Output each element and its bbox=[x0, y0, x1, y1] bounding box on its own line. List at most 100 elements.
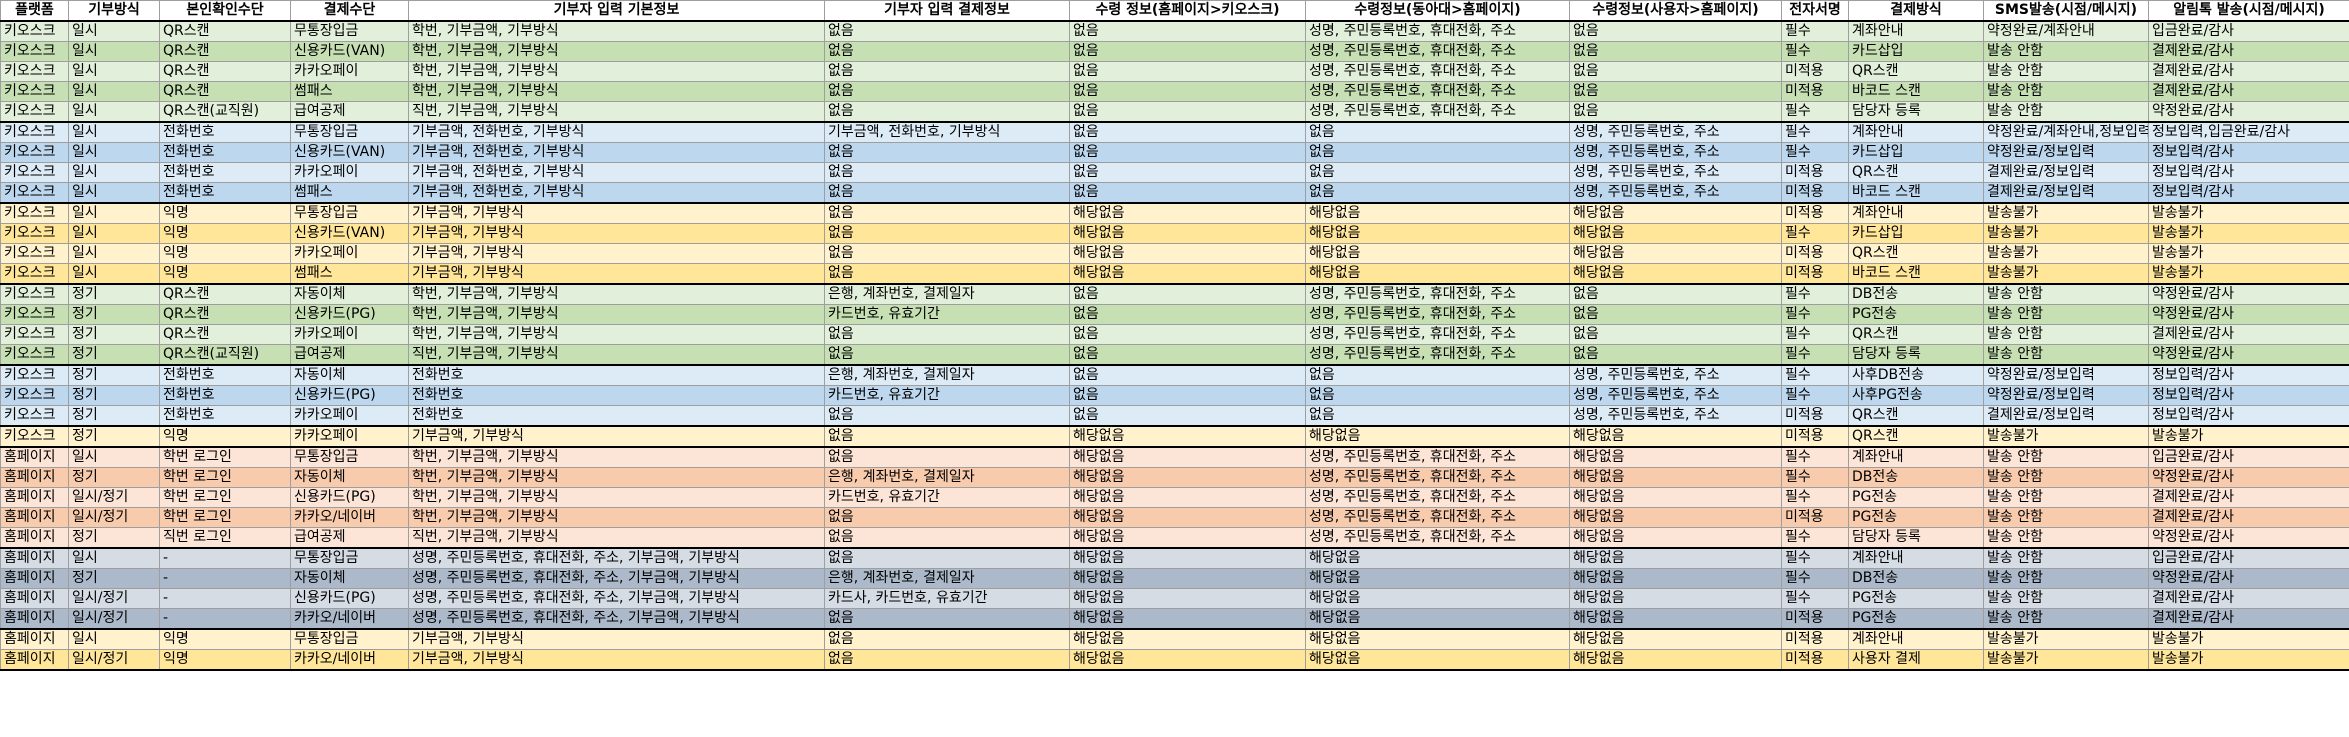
table-cell[interactable]: 결제완료/감사 bbox=[2148, 487, 2349, 508]
table-cell[interactable]: 홈페이지 bbox=[0, 608, 69, 630]
table-cell[interactable]: 직번 로그인 bbox=[159, 527, 291, 549]
table-cell[interactable]: 정기 bbox=[68, 283, 160, 305]
column-header[interactable]: 결제방식 bbox=[1848, 0, 1984, 22]
table-cell[interactable]: 발송 안함 bbox=[1983, 61, 2149, 82]
table-cell[interactable]: 해당없음 bbox=[1069, 507, 1306, 528]
table-cell[interactable]: 없음 bbox=[824, 162, 1070, 183]
table-cell[interactable]: 없음 bbox=[1069, 324, 1306, 345]
table-cell[interactable]: 무통장입금 bbox=[290, 121, 409, 143]
table-cell[interactable]: 성명, 주민등록번호, 휴대전화, 주소, 기부금액, 기부방식 bbox=[408, 608, 825, 630]
table-cell[interactable]: 일시/정기 bbox=[68, 588, 160, 609]
table-cell[interactable]: 결제완료/정보입력 bbox=[1983, 182, 2149, 204]
table-cell[interactable]: 키오스크 bbox=[0, 344, 69, 366]
table-cell[interactable]: 무통장입금 bbox=[290, 628, 409, 650]
table-cell[interactable]: 해당없음 bbox=[1569, 628, 1782, 650]
table-cell[interactable]: 일시 bbox=[68, 162, 160, 183]
table-cell[interactable]: 약정완료/계좌안내,정보입력 bbox=[1983, 121, 2149, 143]
table-cell[interactable]: 없음 bbox=[1069, 304, 1306, 325]
table-cell[interactable]: 해당없음 bbox=[1305, 628, 1570, 650]
table-cell[interactable]: 썸패스 bbox=[290, 81, 409, 102]
table-cell[interactable]: QR스캔 bbox=[159, 20, 291, 42]
table-cell[interactable]: 없음 bbox=[1569, 20, 1782, 42]
table-cell[interactable]: 키오스크 bbox=[0, 385, 69, 406]
table-cell[interactable]: 학번 로그인 bbox=[159, 487, 291, 508]
table-cell[interactable]: 키오스크 bbox=[0, 405, 69, 427]
table-cell[interactable]: 없음 bbox=[1569, 81, 1782, 102]
table-cell[interactable]: 홈페이지 bbox=[0, 547, 69, 569]
table-cell[interactable]: 없음 bbox=[1305, 385, 1570, 406]
table-cell[interactable]: 기부금액, 전화번호, 기부방식 bbox=[408, 162, 825, 183]
table-cell[interactable]: 자동이체 bbox=[290, 283, 409, 305]
table-cell[interactable]: 미적용 bbox=[1781, 81, 1849, 102]
table-cell[interactable]: 없음 bbox=[1069, 283, 1306, 305]
table-cell[interactable]: 없음 bbox=[1069, 142, 1306, 163]
table-cell[interactable]: 익명 bbox=[159, 425, 291, 448]
table-cell[interactable]: 정기 bbox=[68, 304, 160, 325]
table-cell[interactable]: 신용카드(VAN) bbox=[290, 142, 409, 163]
table-cell[interactable]: 카카오페이 bbox=[290, 162, 409, 183]
table-cell[interactable]: 기부금액, 전화번호, 기부방식 bbox=[824, 121, 1070, 143]
table-cell[interactable]: 필수 bbox=[1781, 41, 1849, 62]
table-cell[interactable]: 발송불가 bbox=[2148, 243, 2349, 264]
table-cell[interactable]: 담당자 등록 bbox=[1848, 101, 1984, 123]
table-cell[interactable]: 은행, 계좌번호, 결제일자 bbox=[824, 364, 1070, 386]
table-cell[interactable]: 일시/정기 bbox=[68, 608, 160, 630]
table-cell[interactable]: 자동이체 bbox=[290, 467, 409, 488]
table-cell[interactable]: 발송 안함 bbox=[1983, 507, 2149, 528]
table-cell[interactable]: 키오스크 bbox=[0, 20, 69, 42]
table-cell[interactable]: 무통장입금 bbox=[290, 446, 409, 468]
table-cell[interactable]: DB전송 bbox=[1848, 283, 1984, 305]
column-header[interactable]: SMS발송(시점/메시지) bbox=[1983, 0, 2149, 22]
table-cell[interactable]: QR스캔 bbox=[159, 283, 291, 305]
table-cell[interactable]: 홈페이지 bbox=[0, 588, 69, 609]
table-cell[interactable]: 일시 bbox=[68, 263, 160, 285]
table-cell[interactable]: 성명, 주민등록번호, 휴대전화, 주소, 기부금액, 기부방식 bbox=[408, 568, 825, 589]
table-cell[interactable]: 없음 bbox=[824, 182, 1070, 204]
table-cell[interactable]: 없음 bbox=[1069, 20, 1306, 42]
table-cell[interactable]: 은행, 계좌번호, 결제일자 bbox=[824, 283, 1070, 305]
table-cell[interactable]: 성명, 주민등록번호, 주소 bbox=[1569, 121, 1782, 143]
table-cell[interactable]: QR스캔 bbox=[159, 304, 291, 325]
table-cell[interactable]: 홈페이지 bbox=[0, 568, 69, 589]
table-cell[interactable]: 해당없음 bbox=[1069, 608, 1306, 630]
table-cell[interactable]: 없음 bbox=[1569, 324, 1782, 345]
table-cell[interactable]: 해당없음 bbox=[1305, 547, 1570, 569]
table-cell[interactable]: 해당없음 bbox=[1569, 649, 1782, 671]
column-header[interactable]: 본인확인수단 bbox=[159, 0, 291, 22]
table-cell[interactable]: 익명 bbox=[159, 223, 291, 244]
table-cell[interactable]: 없음 bbox=[1069, 344, 1306, 366]
table-cell[interactable]: 홈페이지 bbox=[0, 507, 69, 528]
table-cell[interactable]: 해당없음 bbox=[1569, 243, 1782, 264]
table-cell[interactable]: 전화번호 bbox=[408, 364, 825, 386]
table-cell[interactable]: QR스캔 bbox=[1848, 324, 1984, 345]
table-cell[interactable]: 카드번호, 유효기간 bbox=[824, 304, 1070, 325]
table-cell[interactable]: 해당없음 bbox=[1069, 425, 1306, 448]
table-cell[interactable]: 키오스크 bbox=[0, 202, 69, 224]
column-header[interactable]: 플랫폼 bbox=[0, 0, 69, 22]
table-cell[interactable]: 성명, 주민등록번호, 휴대전화, 주소 bbox=[1305, 304, 1570, 325]
table-cell[interactable]: 없음 bbox=[824, 81, 1070, 102]
table-cell[interactable]: - bbox=[159, 588, 291, 609]
table-cell[interactable]: 학번, 기부금액, 기부방식 bbox=[408, 487, 825, 508]
table-cell[interactable]: 일시 bbox=[68, 142, 160, 163]
table-cell[interactable]: 결제완료/감사 bbox=[2148, 41, 2349, 62]
table-cell[interactable]: 해당없음 bbox=[1069, 588, 1306, 609]
table-cell[interactable]: 정기 bbox=[68, 364, 160, 386]
table-cell[interactable]: 무통장입금 bbox=[290, 547, 409, 569]
table-cell[interactable]: 미적용 bbox=[1781, 608, 1849, 630]
table-cell[interactable]: 없음 bbox=[1069, 385, 1306, 406]
table-cell[interactable]: 전화번호 bbox=[159, 162, 291, 183]
table-cell[interactable]: 일시/정기 bbox=[68, 649, 160, 671]
table-cell[interactable]: 카드사, 카드번호, 유효기간 bbox=[824, 588, 1070, 609]
table-cell[interactable]: 없음 bbox=[1569, 61, 1782, 82]
table-cell[interactable]: 일시/정기 bbox=[68, 487, 160, 508]
table-cell[interactable]: 없음 bbox=[824, 101, 1070, 123]
table-cell[interactable]: 홈페이지 bbox=[0, 467, 69, 488]
table-cell[interactable]: 학번, 기부금액, 기부방식 bbox=[408, 41, 825, 62]
table-cell[interactable]: PG전송 bbox=[1848, 507, 1984, 528]
table-cell[interactable]: 홈페이지 bbox=[0, 649, 69, 671]
table-cell[interactable]: 카카오/네이버 bbox=[290, 608, 409, 630]
table-cell[interactable]: 발송불가 bbox=[2148, 649, 2349, 671]
table-cell[interactable]: 없음 bbox=[824, 41, 1070, 62]
table-cell[interactable]: 담당자 등록 bbox=[1848, 344, 1984, 366]
